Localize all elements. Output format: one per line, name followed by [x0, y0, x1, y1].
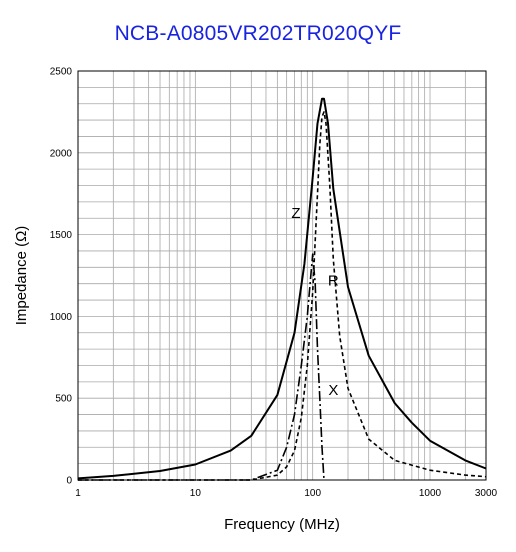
tick-labels: 1 10 100 1000 3000 0 500 1000 1500 2000 2500 [50, 67, 498, 500]
y-tick-label: 500 [55, 394, 72, 405]
curves [77, 97, 487, 481]
y-tick-label: 2500 [50, 67, 73, 78]
series-x-line [78, 253, 325, 481]
y-axis-label: Impedance (Ω) [13, 226, 30, 326]
chart-title: NCB-A0805VR202TR020QYF [114, 22, 402, 45]
y-tick-label: 1000 [50, 312, 73, 323]
x-tick-label: 100 [304, 488, 321, 499]
y-tick-label: 0 [66, 476, 72, 487]
x-tick-label: 3000 [475, 488, 498, 499]
series-r-line [78, 111, 487, 481]
x-tick-label: 1 [75, 488, 81, 499]
grid-lines [78, 71, 486, 480]
series-z-line [77, 97, 487, 480]
plot-frame [77, 70, 487, 481]
y-tick-label: 2000 [50, 148, 73, 159]
y-tick-label: 1500 [50, 230, 73, 241]
curve-label-z: Z [291, 205, 300, 222]
x-axis-label: Frequency (MHz) [224, 516, 340, 533]
x-tick-label: 10 [190, 488, 202, 499]
curve-label-r: R [328, 272, 339, 289]
curve-labels: Z R X [291, 205, 339, 399]
curve-label-x: X [328, 382, 338, 399]
x-tick-label: 1000 [419, 488, 442, 499]
